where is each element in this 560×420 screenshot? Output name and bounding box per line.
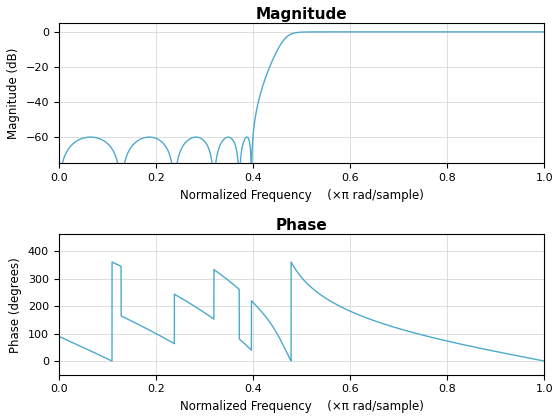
Y-axis label: Phase (degrees): Phase (degrees)	[10, 257, 22, 352]
Y-axis label: Magnitude (dB): Magnitude (dB)	[7, 47, 20, 139]
X-axis label: Normalized Frequency  (×π rad/sample): Normalized Frequency (×π rad/sample)	[180, 400, 423, 413]
Title: Phase: Phase	[276, 218, 328, 234]
Title: Magnitude: Magnitude	[256, 7, 347, 22]
X-axis label: Normalized Frequency  (×π rad/sample): Normalized Frequency (×π rad/sample)	[180, 189, 423, 202]
